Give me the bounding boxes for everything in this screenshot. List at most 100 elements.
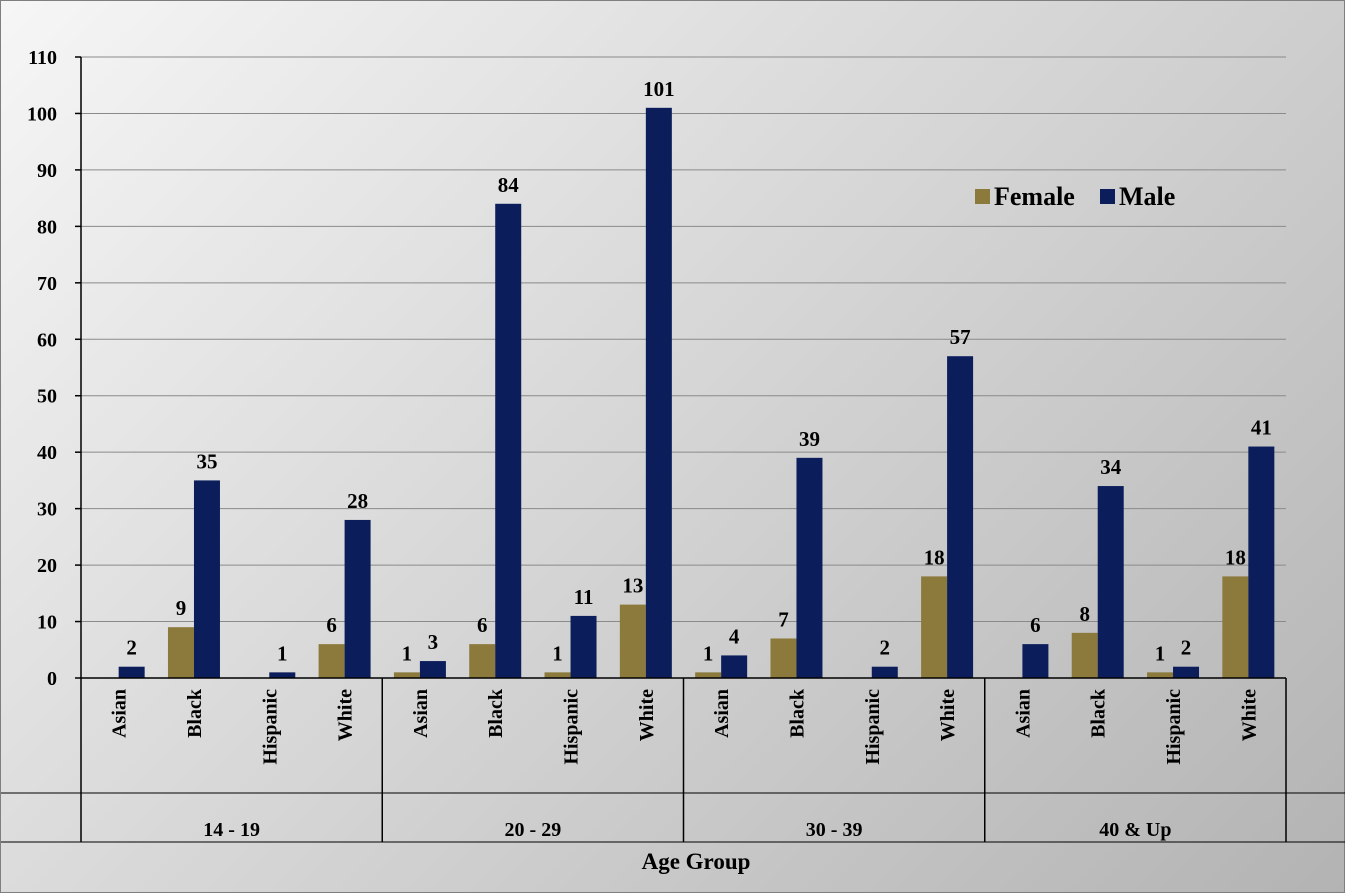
y-tick-label: 20: [37, 555, 57, 577]
data-label: 41: [1251, 416, 1272, 440]
category-label: Black: [184, 688, 206, 738]
bar-male: [419, 661, 446, 678]
legend-swatch-female: [975, 189, 990, 204]
bars: [118, 107, 1275, 679]
category-label: White: [335, 689, 357, 741]
legend-label-female: Female: [994, 182, 1075, 211]
data-label: 1: [703, 641, 714, 665]
y-tick-label: 50: [37, 386, 57, 408]
bar-male: [118, 666, 145, 678]
y-tick-label: 100: [27, 103, 57, 125]
bar-female: [393, 672, 420, 678]
category-label: Asian: [711, 689, 733, 738]
data-label: 1: [1155, 641, 1166, 665]
data-label: 6: [1030, 613, 1041, 637]
data-label: 1: [552, 641, 563, 665]
data-label: 101: [643, 77, 675, 101]
bar-male: [947, 356, 974, 678]
data-label: 28: [347, 489, 368, 513]
bar-male: [1097, 486, 1124, 678]
category-label: Hispanic: [259, 689, 281, 765]
data-label: 11: [574, 585, 594, 609]
bar-male: [269, 672, 296, 678]
bar-female: [544, 672, 571, 678]
bar-male: [1022, 644, 1049, 678]
bar-male: [193, 480, 220, 678]
bar-female: [167, 627, 194, 678]
bar-male: [495, 203, 522, 679]
group-label: 20 - 29: [505, 819, 562, 841]
data-label: 18: [924, 545, 945, 569]
data-label: 4: [729, 624, 740, 648]
y-tick-label: 90: [37, 160, 57, 182]
bar-female: [695, 672, 722, 678]
data-label: 57: [950, 325, 971, 349]
group-label: 40 & Up: [1099, 819, 1171, 841]
y-tick-label: 10: [37, 612, 57, 634]
bar-male: [1248, 446, 1275, 678]
bar-female: [1071, 632, 1098, 678]
bar-female: [1147, 672, 1174, 678]
category-label: Asian: [410, 689, 432, 738]
data-label: 9: [176, 596, 187, 620]
data-label: 39: [799, 427, 820, 451]
bar-female: [921, 576, 948, 678]
data-label: 84: [498, 173, 520, 197]
legend-swatch-male: [1100, 189, 1115, 204]
data-label: 18: [1225, 545, 1246, 569]
category-label: Black: [1088, 688, 1110, 738]
data-label: 2: [126, 636, 137, 660]
category-label: Hispanic: [1163, 689, 1185, 765]
bar-female: [619, 604, 646, 678]
bar-female: [318, 644, 345, 678]
y-tick-label: 0: [47, 668, 57, 690]
data-label: 2: [880, 636, 891, 660]
bar-female: [770, 638, 797, 678]
category-label: Black: [786, 688, 808, 738]
y-axis-ticks: 0 10 20 30 40 50 60 70 80 90 100 110: [27, 47, 57, 690]
group-label: 14 - 19: [203, 819, 260, 841]
bar-male: [796, 457, 823, 678]
x-axis: Asian Black Hispanic White 14 - 19 Asian Black…: [1, 56, 1345, 843]
y-tick-label: 70: [37, 273, 57, 295]
bar-male: [570, 615, 597, 678]
bar-male: [871, 666, 898, 678]
gridlines: [81, 56, 1286, 623]
data-label: 8: [1079, 602, 1090, 626]
category-label: Hispanic: [862, 689, 884, 765]
y-tick-label: 30: [37, 499, 57, 521]
data-label: 6: [326, 613, 337, 637]
data-label: 7: [778, 607, 789, 631]
bar-male: [344, 519, 371, 678]
bar-female: [1222, 576, 1249, 678]
category-label: Black: [485, 688, 507, 738]
y-tick-label: 80: [37, 216, 57, 238]
data-label: 35: [196, 449, 217, 473]
y-tick-label: 110: [28, 47, 57, 69]
data-label: 1: [277, 641, 288, 665]
y-tick-label: 40: [37, 442, 57, 464]
category-label: Asian: [109, 689, 131, 738]
bar-male: [1173, 666, 1200, 678]
bar-female: [469, 644, 496, 678]
group-label: 30 - 39: [806, 819, 863, 841]
category-label: Hispanic: [561, 689, 583, 765]
data-label: 1: [402, 641, 413, 665]
category-label: White: [937, 689, 959, 741]
data-label: 3: [428, 630, 439, 654]
bar-male: [645, 107, 672, 679]
category-label: White: [636, 689, 658, 741]
y-tick-label: 60: [37, 329, 57, 351]
data-label: 6: [477, 613, 488, 637]
legend: Female Male: [975, 182, 1175, 211]
data-label: 34: [1100, 455, 1122, 479]
category-label: White: [1238, 689, 1260, 741]
data-label: 2: [1181, 636, 1192, 660]
bar-male: [721, 655, 748, 678]
data-label: 13: [622, 574, 643, 598]
legend-label-male: Male: [1119, 182, 1175, 211]
x-axis-title: Age Group: [642, 849, 751, 874]
